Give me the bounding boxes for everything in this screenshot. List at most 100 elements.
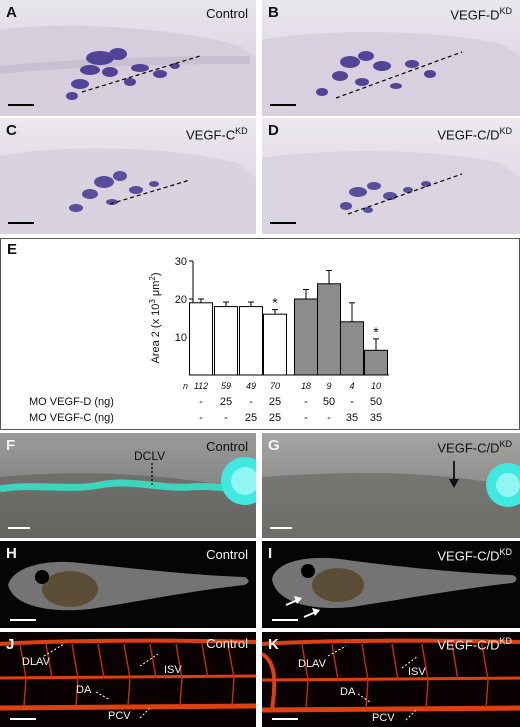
scale-bar [10, 718, 36, 720]
panel-letter: B [268, 4, 279, 21]
scale-bar [270, 222, 296, 224]
scale-bar [8, 104, 34, 106]
panel-condition-label: VEGF-C/DKD [437, 547, 512, 564]
panel-a-image [0, 25, 256, 116]
mo-vegf-c-value: - [199, 412, 203, 424]
panel-letter: H [6, 545, 17, 562]
scale-bar [272, 718, 298, 720]
vessel-label-dlav: DLAV [298, 658, 326, 670]
bar [214, 306, 238, 376]
y-tick-label: 20 [175, 294, 187, 306]
panel-k: K VEGF-C/DKD DLAV ISV DA PCV [262, 632, 520, 727]
mo-vegf-d-value: 25 [269, 396, 281, 408]
vessel-label-isv: ISV [408, 666, 426, 678]
n-row-label: n [183, 381, 188, 391]
panel-condition-label: VEGF-C/DKD [437, 439, 512, 456]
panel-condition-label: VEGF-DKD [450, 6, 512, 23]
panel-f: F Control DCLV [0, 433, 256, 538]
panel-k-image [262, 638, 520, 721]
vessel-label-dlav: DLAV [22, 656, 50, 668]
mo-vegf-d-value: 50 [323, 396, 335, 408]
vessel-label-isv: ISV [164, 664, 182, 676]
panel-condition-label: VEGF-C/DKD [437, 636, 512, 653]
n-value: 59 [221, 381, 231, 391]
panel-e: E 10 20 30 Area 2 (x 103 μm2) 112- -59 25-49-2… [0, 238, 520, 430]
mo-vegf-c-value: - [327, 412, 331, 424]
n-value: 112 [194, 381, 208, 391]
panel-j: J Control DLAV ISV DA PCV [0, 632, 256, 727]
panel-d-image [262, 151, 520, 234]
panel-c-image [0, 148, 256, 234]
bar [263, 313, 287, 376]
panel-f-image [0, 457, 256, 538]
mo-vegf-c-value: - [224, 412, 228, 424]
panel-g: G VEGF-C/DKD [262, 433, 520, 538]
panel-condition-label: Control [206, 6, 248, 21]
mo-vegf-d-row-label: MO VEGF-D (ng) [29, 396, 114, 408]
n-value: 49 [246, 381, 256, 391]
panel-letter: F [6, 437, 16, 454]
n-value: 4 [349, 381, 354, 391]
scale-bar [8, 222, 34, 224]
panel-h-image [8, 561, 249, 611]
bar [294, 298, 318, 376]
significance-star: * [373, 324, 379, 340]
panel-b-image [262, 32, 520, 116]
bar [189, 302, 213, 376]
mo-vegf-c-value: 25 [269, 412, 281, 424]
vessel-label-pcv: PCV [108, 710, 131, 722]
mo-vegf-c-value: 25 [245, 412, 257, 424]
panel-g-image [262, 461, 520, 538]
panel-letter: G [268, 437, 280, 454]
n-value: 10 [371, 381, 381, 391]
significance-star: * [272, 295, 278, 311]
panel-letter: K [268, 636, 279, 653]
mo-vegf-c-value: - [304, 412, 308, 424]
panel-condition-label: Control [206, 547, 248, 562]
panel-condition-label: VEGF-CKD [186, 126, 248, 143]
panel-j-image [0, 638, 256, 719]
scale-bar [10, 619, 36, 621]
n-value: 9 [326, 381, 331, 391]
vessel-label-da: DA [340, 686, 356, 698]
panel-d: D VEGF-C/DKD [262, 118, 520, 234]
dclv-annotation: DCLV [134, 449, 166, 463]
panel-condition-label: Control [206, 636, 248, 651]
panel-letter: C [6, 122, 17, 139]
n-value: 70 [270, 381, 280, 391]
panel-condition-label: Control [206, 439, 248, 454]
mo-vegf-c-row-label: MO VEGF-C (ng) [29, 412, 114, 424]
panel-letter: E [7, 241, 18, 258]
panel-letter: I [268, 545, 273, 562]
mo-vegf-d-value: - [350, 396, 354, 408]
scale-bar [8, 527, 30, 529]
scale-bar [270, 527, 292, 529]
y-tick-label: 30 [175, 256, 187, 268]
scale-bar [270, 104, 296, 106]
panel-c: C VEGF-CKD [0, 118, 256, 234]
mo-vegf-c-value: 35 [370, 412, 382, 424]
mo-vegf-d-value: - [304, 396, 308, 408]
y-tick-label: 10 [175, 332, 187, 344]
vessel-label-pcv: PCV [372, 712, 395, 724]
bar [317, 283, 341, 376]
scale-bar [272, 619, 298, 621]
panel-i: I VEGF-C/DKD [262, 541, 520, 628]
mo-vegf-d-value: 25 [220, 396, 232, 408]
panel-condition-label: VEGF-C/DKD [437, 126, 512, 143]
panel-i-image [272, 557, 517, 618]
bar [340, 321, 364, 376]
panel-b: B VEGF-DKD [262, 0, 520, 116]
vessel-label-da: DA [76, 684, 92, 696]
bar [239, 306, 263, 376]
panel-letter: A [6, 4, 17, 21]
mo-vegf-d-value: - [199, 396, 203, 408]
panel-letter: D [268, 122, 279, 139]
n-value: 18 [301, 381, 311, 391]
bar [364, 349, 388, 376]
y-axis-label: Area 2 (x 103 μm2) [148, 272, 162, 363]
mo-vegf-c-value: 35 [346, 412, 358, 424]
panel-letter: J [6, 636, 15, 653]
mo-vegf-d-value: - [249, 396, 253, 408]
